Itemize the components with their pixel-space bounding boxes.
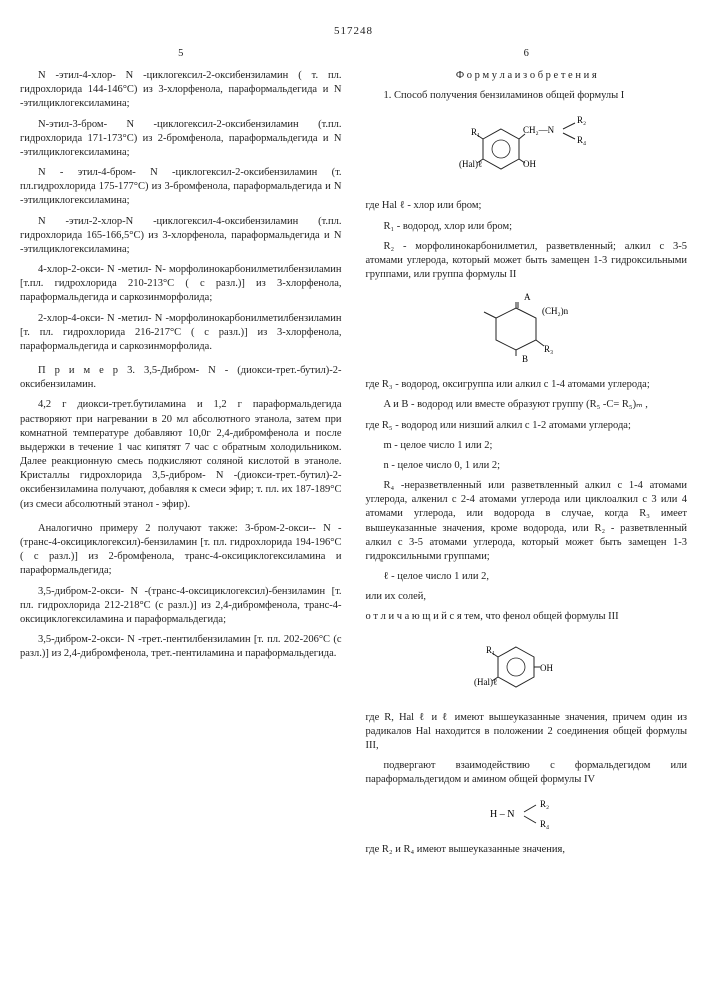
f2-ch2n: (CH₂)n [542, 306, 569, 316]
f1-hal: (Hal)ℓ [459, 159, 482, 169]
formula-2: A B R₃ (CH₂)n [366, 290, 688, 370]
left-para-3: N - этил-4-бром- N -циклогексил-2-оксибе… [20, 166, 342, 209]
left-para-1: N -этил-4-хлор- N -циклогексил-2-оксибен… [20, 69, 342, 112]
svg-text:R₂: R₂ [540, 799, 549, 809]
right-para-14: где R, Hal ℓ и ℓ имеют вышеуказанные зна… [366, 711, 688, 754]
left-column: 5 N -этил-4-хлор- N -циклогексил-2-оксиб… [20, 47, 342, 864]
left-para-7-example: П р и м е р 3. 3,5-Дибром- N - (диокси-т… [20, 364, 342, 392]
right-para-11: ℓ - целое число 1 или 2, [366, 570, 688, 584]
f2-r3: R₃ [544, 344, 553, 354]
f1-ch2n: CH₂—N [523, 125, 555, 135]
left-para-5: 4-хлор-2-окси- N -метил- N- морфолинокар… [20, 263, 342, 306]
f3-r1: R₁ [486, 645, 495, 655]
f1-oh: OH [523, 159, 536, 169]
two-column-layout: 5 N -этил-4-хлор- N -циклогексил-2-оксиб… [20, 47, 687, 864]
formula-4: H – N R₂ R₄ [366, 795, 688, 835]
left-para-2: N-этил-3-бром- N -циклогексил-2-оксибенз… [20, 118, 342, 161]
right-para-6: A и B - водород или вместе образуют груп… [366, 398, 688, 412]
right-para-7: где R₅ - водород или низший алкил с 1-2 … [366, 419, 688, 433]
f1-r4: R₄ [577, 135, 586, 145]
left-para-6: 2-хлор-4-окси- N -метил- N -морфолинокар… [20, 312, 342, 355]
doc-number: 517248 [20, 24, 687, 39]
f2-a: A [524, 292, 531, 302]
right-para-8: m - целое число 1 или 2; [366, 439, 688, 453]
svg-text:R₄: R₄ [540, 819, 549, 829]
left-para-8: 4,2 г диокси-трет.бутиламина и 1,2 г пар… [20, 398, 342, 511]
claims-heading: Ф о р м у л а и з о б р е т е н и я [366, 69, 688, 83]
right-para-2: где Hal ℓ - хлор или бром; [366, 199, 688, 213]
formula-3: R₁ (Hal)ℓ OH [366, 633, 688, 703]
right-para-13: о т л и ч а ю щ и й с я тем, что фенол о… [366, 610, 688, 624]
right-para-1: 1. Способ получения бензиламинов общей ф… [366, 89, 688, 103]
f3-oh: OH [540, 663, 553, 673]
right-para-9: n - целое число 0, 1 или 2; [366, 459, 688, 473]
formula-1: R₁ CH₂—N R₂ R₄ (Hal)ℓ OH [366, 111, 688, 191]
left-para-10: 3,5-дибром-2-окси- N -(транс-4-оксицикло… [20, 585, 342, 628]
left-para-11: 3,5-дибром-2-окси- N -трет.-пентилбензил… [20, 633, 342, 661]
right-para-12: или их солей, [366, 590, 688, 604]
left-para-4: N -этил-2-хлор-N -циклогексил-4-оксибенз… [20, 215, 342, 258]
right-col-number: 6 [366, 47, 688, 61]
f1-r1: R₁ [471, 127, 480, 137]
left-para-9: Аналогично примеру 2 получают также: 3-б… [20, 522, 342, 579]
right-para-5: где R₃ - водород, оксигруппа или алкил с… [366, 378, 688, 392]
right-column: 6 Ф о р м у л а и з о б р е т е н и я 1.… [366, 47, 688, 864]
right-para-3: R₁ - водород, хлор или бром; [366, 220, 688, 234]
right-para-16: где R₂ и R₄ имеют вышеуказанные значения… [366, 843, 688, 857]
right-para-15: подвергают взаимодействию с формальдегид… [366, 759, 688, 787]
svg-text:H – N: H – N [490, 809, 514, 820]
right-para-10: R₄ -неразветвленный или разветвленный ал… [366, 479, 688, 564]
left-col-number: 5 [20, 47, 342, 61]
f2-b: B [522, 354, 528, 364]
f3-hal: (Hal)ℓ [474, 677, 497, 687]
right-para-4: R₂ - морфолинокарбонилметил, разветвленн… [366, 240, 688, 283]
f1-r2: R₂ [577, 115, 586, 125]
